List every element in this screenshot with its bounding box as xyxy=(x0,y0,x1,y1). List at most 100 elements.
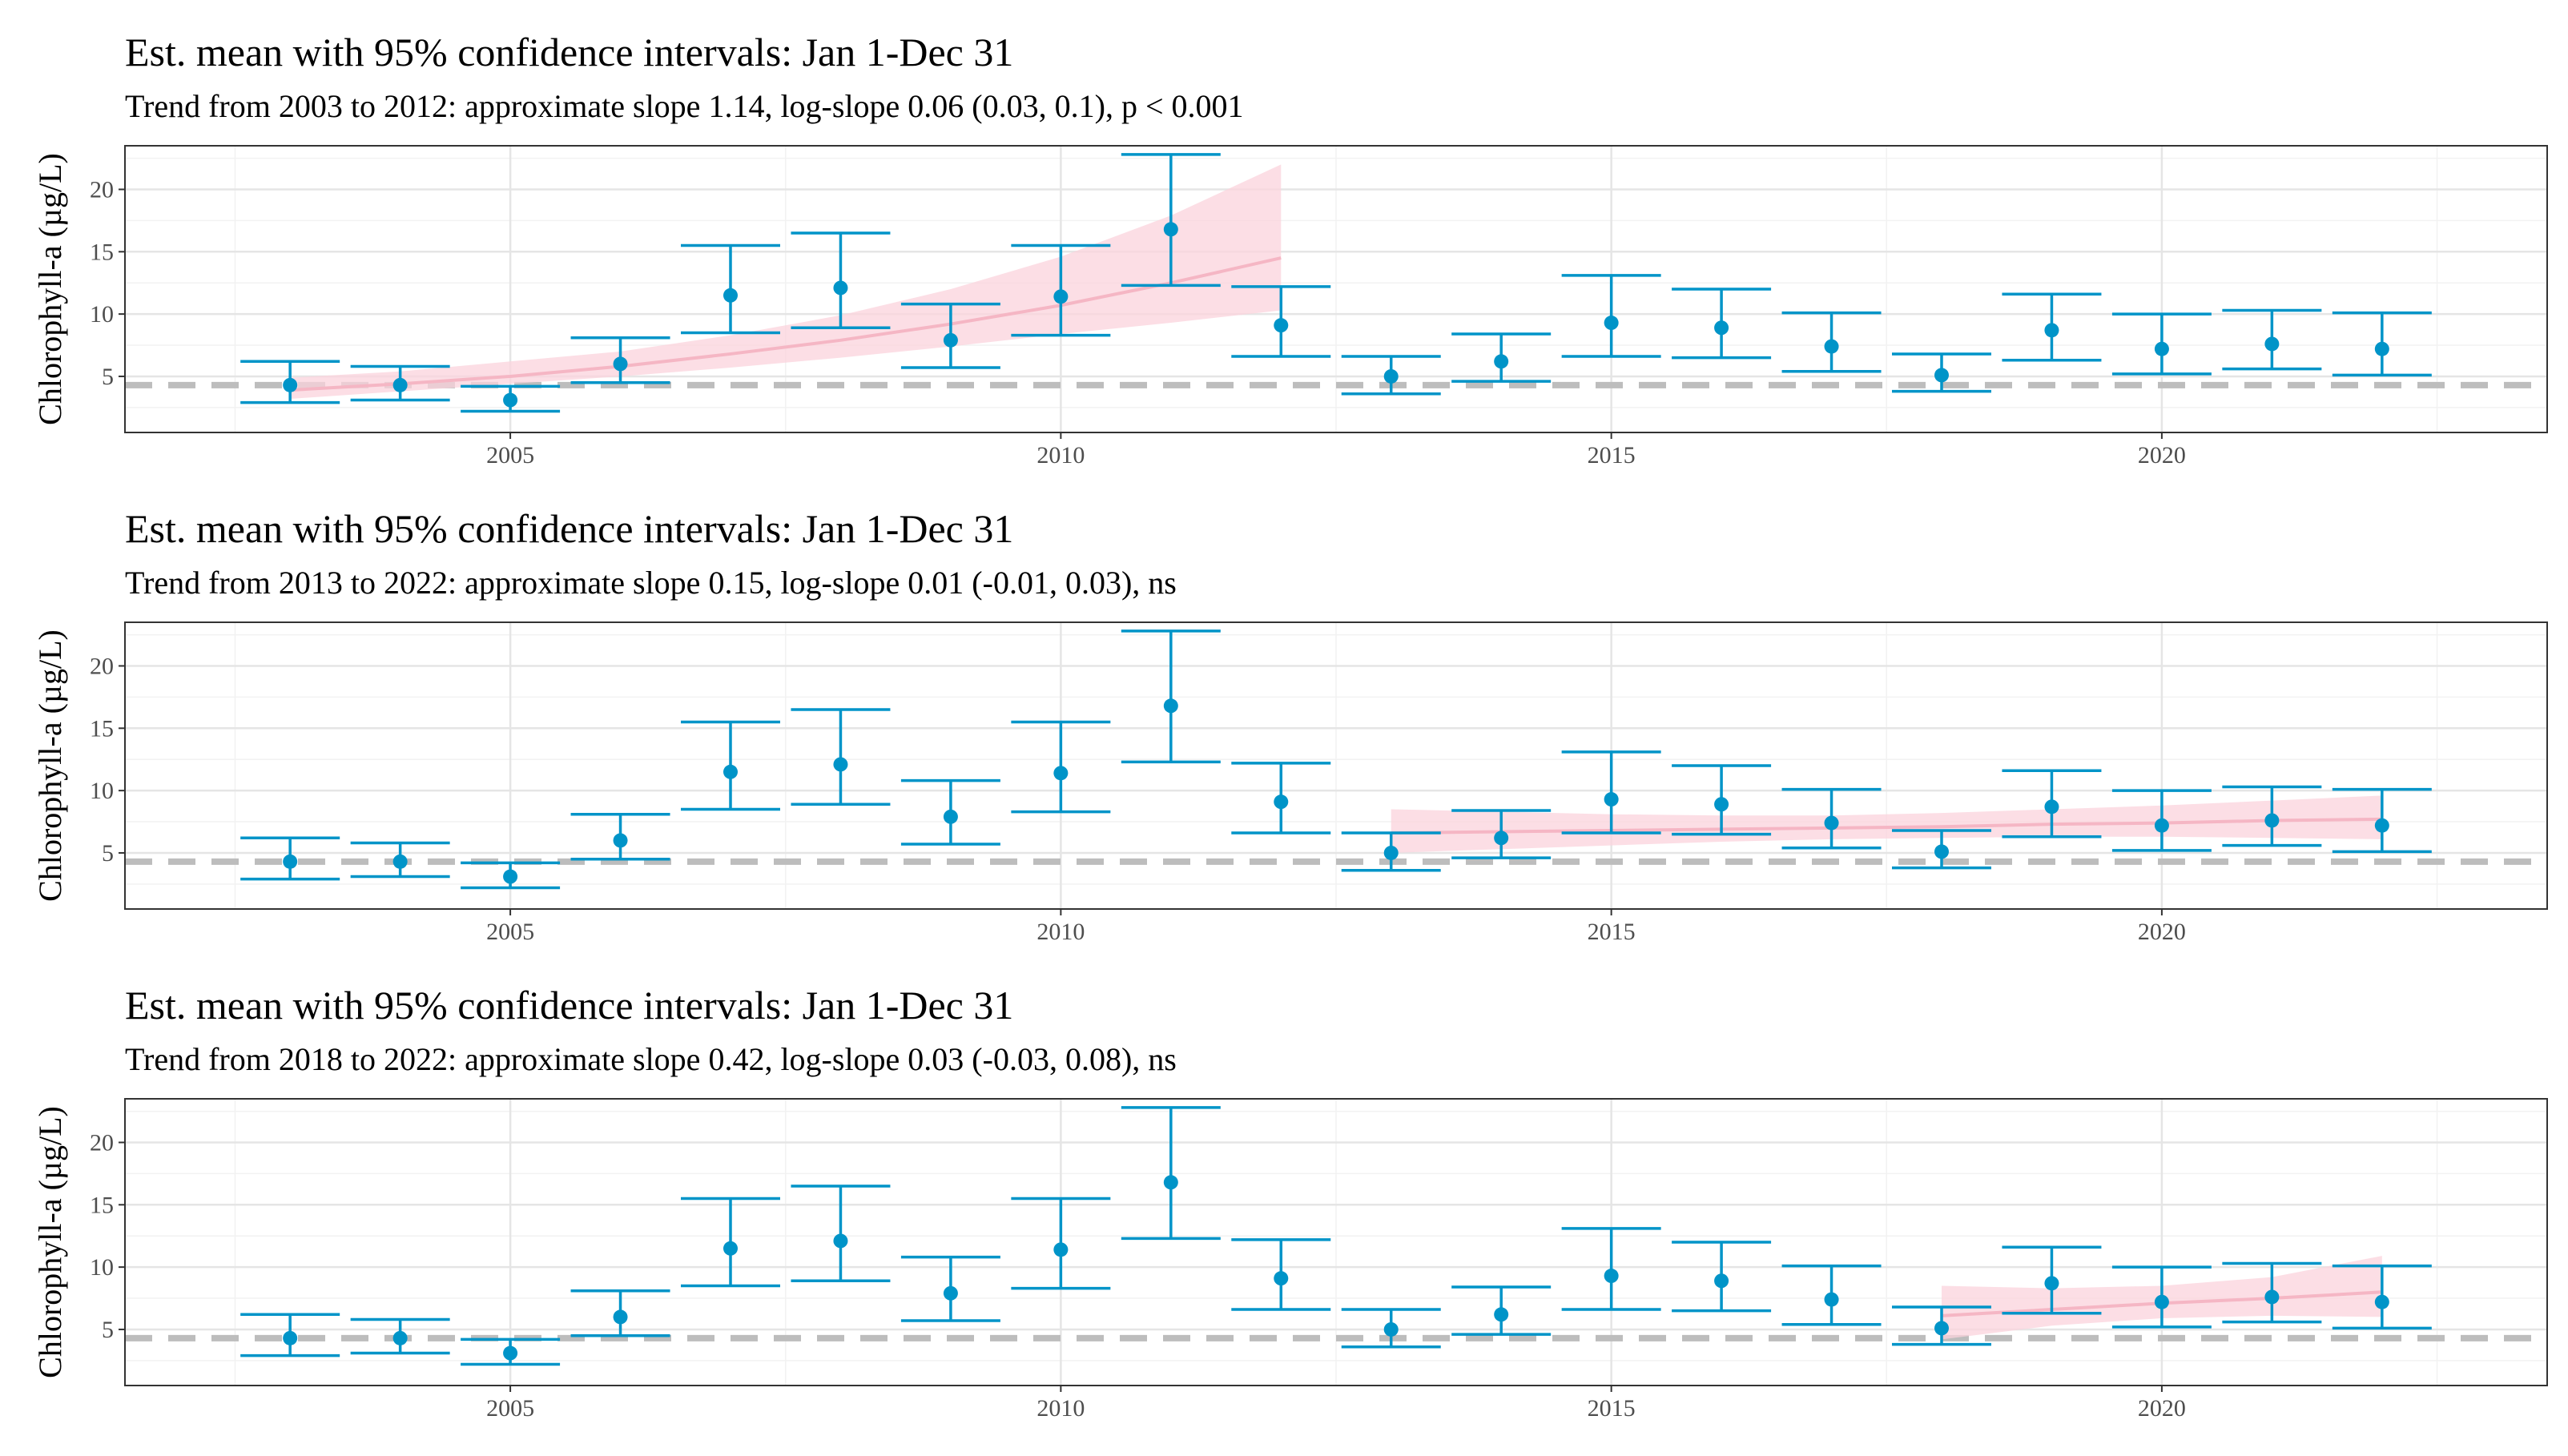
data-point xyxy=(2374,1294,2389,1309)
errorbar xyxy=(1781,1264,1882,1326)
data-point xyxy=(1714,1273,1729,1289)
errorbar xyxy=(350,364,450,402)
chart-subtitle: Trend from 2013 to 2022: approximate slo… xyxy=(125,565,1177,601)
x-tick-label: 2015 xyxy=(1588,919,1636,945)
data-point xyxy=(1274,794,1289,810)
trend-line xyxy=(290,256,1282,392)
data-point xyxy=(503,392,518,408)
data-point xyxy=(1163,698,1178,714)
data-point xyxy=(1494,354,1509,369)
x-tick-label: 2015 xyxy=(1588,1395,1636,1422)
data-point xyxy=(723,288,738,303)
errorbar xyxy=(681,243,780,335)
errorbar xyxy=(240,360,340,404)
errorbar xyxy=(461,384,561,413)
errorbar xyxy=(900,302,1000,369)
errorbar xyxy=(1781,787,1882,850)
errorbar xyxy=(2002,1245,2102,1315)
data-point xyxy=(1934,1321,1949,1336)
data-point xyxy=(1053,1242,1069,1257)
data-point xyxy=(283,1330,298,1345)
trend-confidence-band xyxy=(1391,795,2382,853)
y-tick-label: 10 xyxy=(90,301,114,328)
y-axis-title: Chlorophyll-a (µg/L) xyxy=(32,1106,68,1378)
errorbar xyxy=(2002,769,2102,839)
data-point xyxy=(392,377,408,392)
errorbar xyxy=(1011,720,1111,814)
data-point xyxy=(392,854,408,869)
trend-confidence-band xyxy=(290,164,1282,399)
data-point xyxy=(943,809,958,824)
data-point xyxy=(1824,815,1839,831)
errorbar xyxy=(350,841,450,879)
errorbar xyxy=(1781,311,1882,373)
y-tick-label: 5 xyxy=(102,1317,114,1343)
errorbar xyxy=(900,778,1000,846)
errorbar xyxy=(1341,355,1441,396)
data-point xyxy=(943,1285,958,1301)
errorbar xyxy=(1121,1106,1221,1241)
data-point xyxy=(2374,341,2389,356)
errorbar xyxy=(1231,1238,1331,1311)
data-point xyxy=(1494,1307,1509,1322)
data-point xyxy=(2264,813,2280,828)
errorbar xyxy=(1561,750,1661,835)
errorbar xyxy=(791,1185,891,1283)
x-tick-label: 2010 xyxy=(1036,442,1085,469)
x-tick-label: 2010 xyxy=(1036,1395,1085,1422)
y-tick-label: 5 xyxy=(102,364,114,390)
x-tick-label: 2020 xyxy=(2138,1395,2186,1422)
data-point xyxy=(1163,1175,1178,1190)
errorbar xyxy=(461,1337,561,1366)
y-tick-label: 15 xyxy=(90,715,114,742)
y-axis-title: Chlorophyll-a (µg/L) xyxy=(32,629,68,902)
y-axis-title: Chlorophyll-a (µg/L) xyxy=(32,153,68,425)
data-point xyxy=(1604,1269,1619,1284)
data-point xyxy=(1383,845,1399,860)
panel-border xyxy=(124,621,2548,910)
errorbar xyxy=(1451,1285,1552,1336)
errorbar xyxy=(1011,243,1111,337)
errorbar xyxy=(350,1317,450,1355)
data-point xyxy=(1824,339,1839,354)
errorbar xyxy=(1231,285,1331,358)
data-point xyxy=(723,1241,738,1256)
data-point xyxy=(392,1330,408,1345)
x-tick-label: 2010 xyxy=(1036,919,1085,945)
chart-panel-1: Est. mean with 95% confidence intervals:… xyxy=(32,30,2548,469)
data-point xyxy=(613,356,628,372)
chart-panel-3: Est. mean with 95% confidence intervals:… xyxy=(32,983,2548,1422)
data-point xyxy=(1163,222,1178,237)
x-tick-label: 2005 xyxy=(486,919,534,945)
data-point xyxy=(2154,1294,2169,1309)
errorbar xyxy=(1231,762,1331,835)
y-tick-label: 10 xyxy=(90,778,114,804)
data-point xyxy=(1383,368,1399,384)
errorbar xyxy=(2332,787,2432,854)
data-point xyxy=(1714,797,1729,812)
errorbar xyxy=(1672,288,1772,360)
x-tick-label: 2020 xyxy=(2138,919,2186,945)
data-point xyxy=(833,757,848,772)
data-point xyxy=(833,280,848,296)
data-point xyxy=(1604,316,1619,331)
grid-lines xyxy=(125,1099,2547,1386)
data-point xyxy=(2264,1289,2280,1305)
errorbar xyxy=(1451,332,1552,383)
errorbar xyxy=(1451,809,1552,859)
data-point xyxy=(613,833,628,848)
data-point xyxy=(2374,818,2389,833)
chart-title: Est. mean with 95% confidence intervals:… xyxy=(125,506,1013,551)
errorbar xyxy=(1561,1227,1661,1311)
data-point xyxy=(503,869,518,884)
errorbar xyxy=(1672,764,1772,836)
y-tick-label: 5 xyxy=(102,840,114,867)
data-point xyxy=(283,377,298,392)
trend-line xyxy=(1391,817,2382,835)
data-point xyxy=(2154,341,2169,356)
errorbar xyxy=(1011,1197,1111,1290)
data-point xyxy=(2044,799,2059,814)
errorbar xyxy=(681,1197,780,1288)
data-point xyxy=(2044,323,2059,338)
errorbar xyxy=(2332,311,2432,377)
